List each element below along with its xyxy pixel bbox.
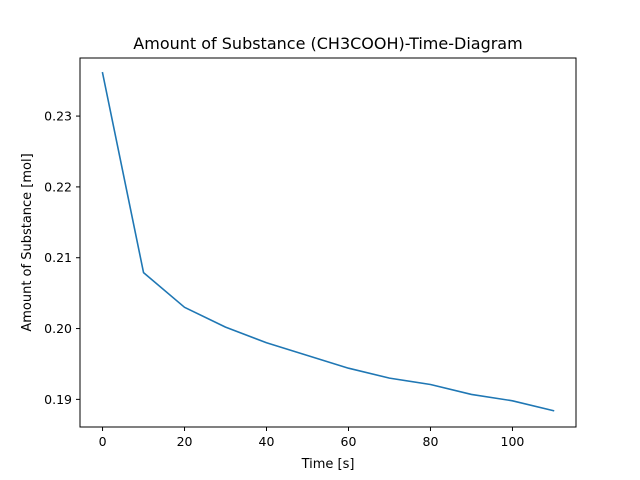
x-tick-label: 20 <box>177 434 193 449</box>
y-tick-label: 0.19 <box>44 392 72 407</box>
x-tick-label: 80 <box>423 434 439 449</box>
x-tick-label: 40 <box>259 434 275 449</box>
y-tick-label: 0.23 <box>44 109 72 124</box>
y-axis: 0.19 0.20 0.21 0.22 0.23 <box>44 109 80 407</box>
plot-area <box>80 58 576 427</box>
chart-title: Amount of Substance (CH3COOH)-Time-Diagr… <box>133 34 522 53</box>
x-tick-label: 100 <box>501 434 525 449</box>
x-tick-label: 0 <box>99 434 107 449</box>
plot-frame <box>79 57 577 428</box>
series-line-0 <box>101 71 555 412</box>
x-axis-label: Time [s] <box>301 457 355 472</box>
series-layer <box>101 71 555 412</box>
y-tick-label: 0.21 <box>44 250 72 265</box>
x-tick-label: 60 <box>341 434 357 449</box>
y-axis-label: Amount of Substance [mol] <box>20 153 35 331</box>
y-tick-label: 0.20 <box>44 321 72 336</box>
x-axis: 0 20 40 60 80 100 <box>99 427 525 449</box>
y-tick-label: 0.22 <box>44 179 72 194</box>
